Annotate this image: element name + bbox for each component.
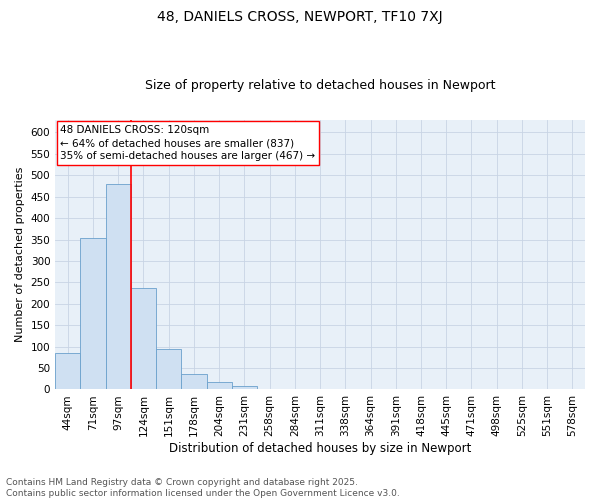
Bar bbox=[232, 386, 257, 390]
Bar bbox=[156, 349, 181, 390]
Bar bbox=[257, 388, 282, 390]
Text: Contains HM Land Registry data © Crown copyright and database right 2025.
Contai: Contains HM Land Registry data © Crown c… bbox=[6, 478, 400, 498]
Bar bbox=[206, 382, 232, 390]
Y-axis label: Number of detached properties: Number of detached properties bbox=[15, 167, 25, 342]
Bar bbox=[131, 288, 156, 390]
Bar bbox=[55, 353, 80, 390]
Text: 48, DANIELS CROSS, NEWPORT, TF10 7XJ: 48, DANIELS CROSS, NEWPORT, TF10 7XJ bbox=[157, 10, 443, 24]
Bar bbox=[181, 374, 206, 390]
X-axis label: Distribution of detached houses by size in Newport: Distribution of detached houses by size … bbox=[169, 442, 471, 455]
Bar bbox=[106, 184, 131, 390]
Bar bbox=[80, 238, 106, 390]
Title: Size of property relative to detached houses in Newport: Size of property relative to detached ho… bbox=[145, 79, 496, 92]
Text: 48 DANIELS CROSS: 120sqm
← 64% of detached houses are smaller (837)
35% of semi-: 48 DANIELS CROSS: 120sqm ← 64% of detach… bbox=[61, 125, 316, 162]
